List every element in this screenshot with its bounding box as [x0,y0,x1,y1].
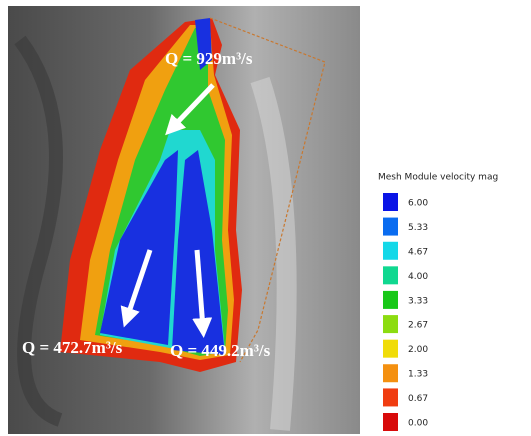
legend-swatch [383,291,398,309]
legend-label: 4.00 [408,272,428,282]
legend-label: 1.33 [408,370,428,380]
legend-swatch [383,413,398,431]
legend-label: 5.33 [408,223,428,233]
flow-annotation: Q = 449.2m³/s [170,341,271,360]
legend-swatch [383,266,398,284]
legend-swatch [383,242,398,260]
legend-swatch [383,193,398,211]
legend-swatch [383,315,398,333]
legend-swatch [383,364,398,382]
legend-swatch [383,388,398,406]
map: Q = 929m³/s Q = 472.7m³/s Q = 449.2m³/s [8,6,360,434]
legend-label: 0.67 [408,394,428,404]
flow-annotation: Q = 472.7m³/s [22,338,123,357]
legend-label: 0.00 [408,419,428,429]
legend-label: 2.67 [408,321,428,331]
legend-label: 2.00 [408,345,428,355]
legend-label: 4.67 [408,247,428,257]
legend: Mesh Module velocity mag 6.00 5.33 4.67 4.0… [378,173,498,432]
legend-title: Mesh Module velocity mag [378,173,498,183]
legend-label: 3.33 [408,296,428,306]
flow-annotation: Q = 929m³/s [165,49,253,68]
screenshot: Q = 929m³/s Q = 472.7m³/s Q = 449.2m³/s … [0,0,531,436]
legend-swatch [383,218,398,236]
legend-swatch [383,340,398,358]
legend-label: 6.00 [408,199,428,209]
